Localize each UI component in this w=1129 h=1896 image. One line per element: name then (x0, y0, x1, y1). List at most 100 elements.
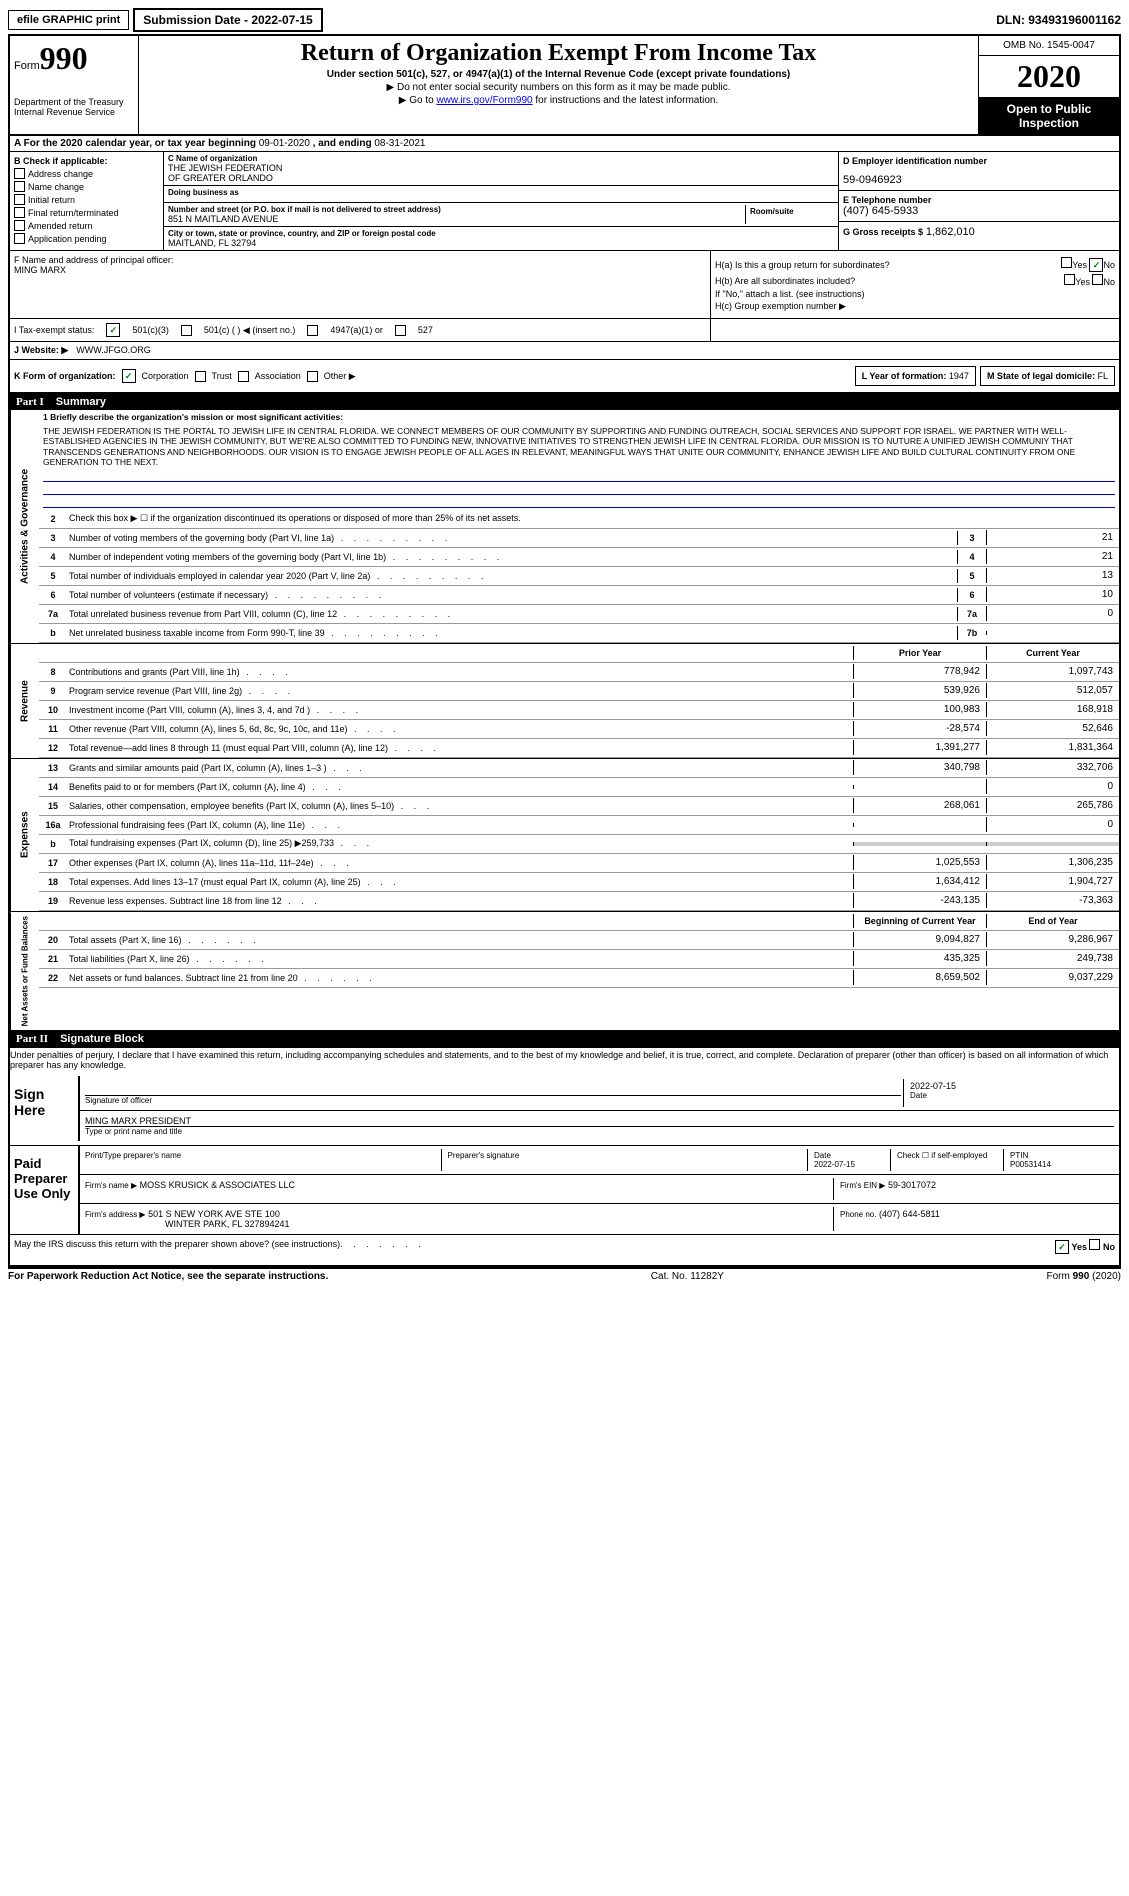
table-row: 14Benefits paid to or for members (Part … (39, 778, 1119, 797)
501c3-checkbox[interactable]: ✓ (106, 323, 120, 337)
expenses-section: Expenses 13Grants and similar amounts pa… (10, 759, 1119, 912)
sig-name-label: Type or print name and title (85, 1126, 1114, 1136)
officer-cell: F Name and address of principal officer:… (10, 251, 711, 318)
other-checkbox[interactable] (307, 371, 318, 382)
firm-addr1: 501 S NEW YORK AVE STE 100 (148, 1209, 280, 1219)
omb-cell: OMB No. 1545-0047 2020 Open to Public In… (979, 36, 1119, 134)
checkbox-address[interactable] (14, 168, 25, 179)
table-row: 20Total assets (Part X, line 16) . . . .… (39, 931, 1119, 950)
form-container: Form990 Department of the Treasury Inter… (8, 34, 1121, 1269)
firm-ein: 59-3017072 (888, 1180, 936, 1190)
phone-label: E Telephone number (843, 195, 1115, 205)
form-number-cell: Form990 Department of the Treasury Inter… (10, 36, 139, 134)
gross-value: 1,862,010 (926, 226, 975, 238)
phone-value: (407) 645-5933 (843, 205, 1115, 217)
table-row: bNet unrelated business taxable income f… (39, 624, 1119, 643)
header-row: Form990 Department of the Treasury Inter… (10, 36, 1119, 136)
trust-checkbox[interactable] (195, 371, 206, 382)
table-row: 19Revenue less expenses. Subtract line 1… (39, 892, 1119, 911)
part1-header: Part I Summary (10, 394, 1119, 410)
sig-date: 2022-07-15 (910, 1081, 1110, 1091)
dba-label: Doing business as (168, 188, 834, 197)
name-column: C Name of organization THE JEWISH FEDERA… (164, 152, 838, 250)
part2-header: Part II Signature Block (10, 1031, 1119, 1047)
checkbox-pending[interactable] (14, 233, 25, 244)
subtitle: Under section 501(c), 527, or 4947(a)(1)… (143, 69, 974, 80)
h-section: F Name and address of principal officer:… (10, 251, 1119, 319)
checkbox-name[interactable] (14, 181, 25, 192)
preparer-label: Paid Preparer Use Only (10, 1146, 78, 1234)
netassets-side-label: Net Assets or Fund Balances (10, 912, 39, 1030)
table-row: 4Number of independent voting members of… (39, 548, 1119, 567)
expenses-side-label: Expenses (10, 759, 39, 911)
right-column: D Employer identification number 59-0946… (838, 152, 1119, 250)
checkbox-initial[interactable] (14, 194, 25, 205)
table-row: 8Contributions and grants (Part VIII, li… (39, 663, 1119, 682)
table-row: 15Salaries, other compensation, employee… (39, 797, 1119, 816)
omb-number: OMB No. 1545-0047 (979, 36, 1119, 56)
addr-value: 851 N MAITLAND AVENUE (168, 214, 745, 224)
footer-mid: Cat. No. 11282Y (651, 1271, 724, 1282)
table-row: 12Total revenue—add lines 8 through 11 (… (39, 739, 1119, 758)
end-year-header: End of Year (986, 914, 1119, 928)
top-bar: efile GRAPHIC print Submission Date - 20… (8, 8, 1121, 32)
activities-section: Activities & Governance 1 Briefly descri… (10, 410, 1119, 644)
footer-left: For Paperwork Reduction Act Notice, see … (8, 1271, 328, 1282)
irs-link[interactable]: www.irs.gov/Form990 (436, 95, 532, 106)
checkbox-final[interactable] (14, 207, 25, 218)
activities-side-label: Activities & Governance (10, 410, 39, 643)
discuss-yes-checkbox[interactable]: ✓ (1055, 1240, 1069, 1254)
prep-ptin: P00531414 (1010, 1160, 1051, 1169)
main-title: Return of Organization Exempt From Incom… (143, 40, 974, 67)
4947-checkbox[interactable] (307, 325, 318, 336)
table-row: bTotal fundraising expenses (Part IX, co… (39, 835, 1119, 854)
tax-year: 2020 (979, 56, 1119, 98)
penalty-text: Under penalties of perjury, I declare th… (10, 1047, 1119, 1072)
ha-yes-checkbox[interactable] (1061, 257, 1072, 268)
hb-no-checkbox[interactable] (1092, 274, 1103, 285)
check-label: B Check if applicable: (14, 156, 159, 166)
submission-date-button[interactable]: Submission Date - 2022-07-15 (133, 8, 322, 32)
website-row: J Website: ▶ WWW.JFGO.ORG (10, 342, 1119, 360)
netassets-section: Net Assets or Fund Balances Beginning of… (10, 912, 1119, 1031)
org-name-label: C Name of organization (168, 154, 834, 163)
efile-button[interactable]: efile GRAPHIC print (8, 10, 129, 30)
revenue-section: Revenue Prior Year Current Year 8Contrib… (10, 644, 1119, 759)
discuss-no-checkbox[interactable] (1089, 1239, 1100, 1250)
ha-no-checkbox[interactable]: ✓ (1089, 258, 1103, 272)
officer-label: F Name and address of principal officer: (14, 255, 706, 265)
form-number: 990 (40, 40, 88, 76)
korg-label: K Form of organization: (14, 371, 116, 381)
firm-phone: (407) 644-5811 (879, 1209, 940, 1219)
501c-checkbox[interactable] (181, 325, 192, 336)
ein-label: D Employer identification number (843, 156, 1115, 166)
footer: For Paperwork Reduction Act Notice, see … (8, 1269, 1121, 1284)
korg-row: K Form of organization: ✓Corporation Tru… (10, 360, 1119, 394)
table-row: 5Total number of individuals employed in… (39, 567, 1119, 586)
corp-checkbox[interactable]: ✓ (122, 369, 136, 383)
table-row: 16aProfessional fundraising fees (Part I… (39, 816, 1119, 835)
ha-label: H(a) Is this a group return for subordin… (715, 260, 890, 270)
prior-year-header: Prior Year (853, 646, 986, 660)
hb-yes-checkbox[interactable] (1064, 274, 1075, 285)
table-row: 21Total liabilities (Part X, line 26) . … (39, 950, 1119, 969)
table-row: 13Grants and similar amounts paid (Part … (39, 759, 1119, 778)
title-cell: Return of Organization Exempt From Incom… (139, 36, 979, 134)
org-name-1: THE JEWISH FEDERATION (168, 163, 834, 173)
officer-value: MING MARX (14, 265, 706, 275)
assoc-checkbox[interactable] (238, 371, 249, 382)
footer-right: Form 990 (2020) (1047, 1271, 1121, 1282)
tax-status-label: I Tax-exempt status: (14, 325, 94, 335)
table-row: 11Other revenue (Part VIII, column (A), … (39, 720, 1119, 739)
527-checkbox[interactable] (395, 325, 406, 336)
sign-here-label: Sign Here (10, 1076, 78, 1141)
sign-section: Sign Here Signature of officer 2022-07-1… (10, 1076, 1119, 1141)
table-row: 17Other expenses (Part IX, column (A), l… (39, 854, 1119, 873)
tax-status-row: I Tax-exempt status: ✓501(c)(3) 501(c) (… (10, 319, 1119, 342)
sig-name: MING MARX PRESIDENT (85, 1116, 1114, 1126)
checkbox-amended[interactable] (14, 220, 25, 231)
begin-year-header: Beginning of Current Year (853, 914, 986, 928)
entity-section: B Check if applicable: Address change Na… (10, 152, 1119, 251)
city-value: MAITLAND, FL 32794 (168, 238, 834, 248)
mission-text: THE JEWISH FEDERATION IS THE PORTAL TO J… (39, 424, 1119, 469)
